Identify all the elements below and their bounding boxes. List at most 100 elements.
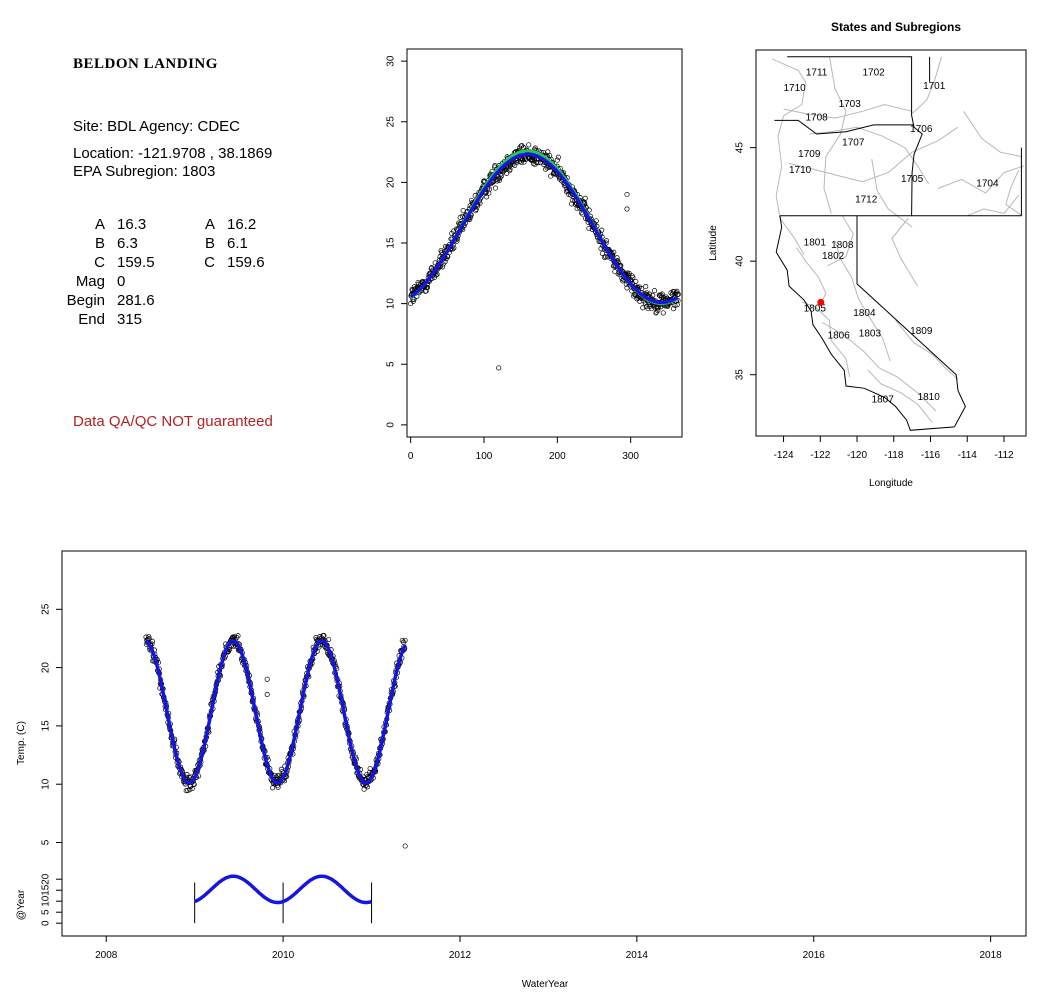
- data-point: [146, 636, 152, 642]
- data-point: [367, 765, 373, 772]
- location-line: Location: -121.9708 , 38.1869: [73, 145, 273, 162]
- data-point: [231, 634, 237, 640]
- data-points: [408, 142, 681, 371]
- y-tick-label: 25: [386, 116, 397, 128]
- data-point: [574, 205, 580, 212]
- y-tick-label: 15: [386, 237, 397, 249]
- param-value-1: 0: [117, 273, 126, 290]
- param-label: Mag: [75, 273, 105, 290]
- data-point: [423, 288, 429, 294]
- data-point: [674, 288, 680, 294]
- region-label: 1704: [976, 179, 999, 190]
- data-point: [235, 633, 241, 639]
- data-point: [586, 207, 592, 213]
- region-label: 1810: [918, 392, 941, 403]
- data-point: [602, 254, 608, 260]
- data-point: [514, 160, 520, 166]
- subregion-boundary: [772, 58, 807, 255]
- param-label-2: C: [204, 254, 215, 271]
- y-tick-label: 25: [41, 603, 52, 615]
- x-tick-label: 2008: [95, 950, 118, 961]
- data-point: [146, 634, 152, 640]
- data-point: [187, 787, 193, 793]
- param-value-1: 315: [117, 311, 143, 328]
- param-label-2: A: [204, 216, 215, 233]
- subregion-boundary: [967, 194, 1020, 217]
- region-label: 1705: [901, 174, 924, 185]
- y-tick-label: 40: [735, 255, 746, 267]
- site-title: BELDON LANDING: [73, 56, 218, 72]
- param-label: B: [94, 235, 105, 252]
- data-point: [554, 157, 560, 163]
- param-value-2: 6.1: [227, 235, 248, 252]
- outlier-point: [624, 206, 630, 212]
- map-title: States and Subregions: [831, 20, 961, 34]
- param-value-1: 16.3: [117, 216, 147, 233]
- region-label: 1808: [831, 240, 854, 251]
- x-axis-label: Longitude: [869, 478, 913, 489]
- data-point: [364, 784, 370, 790]
- param-value-2: 16.2: [227, 216, 257, 233]
- data-point: [526, 142, 532, 148]
- y-tick-label: 20: [41, 873, 52, 885]
- data-points: [143, 633, 408, 849]
- state-boundary: [856, 215, 966, 428]
- outlier-point: [264, 691, 270, 697]
- subregion-boundary: [867, 369, 933, 423]
- fit-line-blue: [145, 639, 407, 785]
- data-point: [424, 284, 431, 291]
- region-label: 1710: [783, 83, 806, 94]
- data-point: [675, 291, 681, 297]
- subregion-boundaries: [772, 56, 1025, 423]
- data-point: [486, 186, 493, 192]
- y-tick-label: 5: [41, 909, 52, 915]
- data-point: [663, 294, 669, 300]
- y-tick-label: 20: [386, 176, 397, 188]
- region-label: 1708: [805, 113, 828, 124]
- data-point: [570, 197, 576, 203]
- y-tick-label: 0: [41, 920, 52, 926]
- x-tick-label: -112: [994, 450, 1014, 461]
- data-point: [402, 637, 408, 643]
- region-label: 1806: [828, 331, 851, 342]
- region-label: 1801: [804, 238, 827, 249]
- param-value-1: 281.6: [117, 292, 155, 309]
- data-point: [655, 308, 661, 314]
- data-point: [630, 274, 636, 281]
- data-point: [660, 310, 666, 316]
- data-point: [429, 265, 435, 271]
- subregion-boundary: [823, 56, 847, 214]
- region-label: 1707: [842, 138, 865, 149]
- y-tick-label: 15: [41, 720, 52, 732]
- subregion-boundary: [937, 165, 1025, 194]
- data-point: [496, 177, 502, 183]
- y-axis-label: Latitude: [708, 225, 719, 261]
- x-tick-label: -124: [774, 450, 794, 461]
- region-label: 1703: [839, 99, 862, 110]
- data-point: [650, 292, 656, 298]
- y-tick-label: 45: [735, 142, 746, 154]
- site-marker: [817, 298, 825, 306]
- state-boundary: [775, 251, 955, 431]
- state-boundary: [775, 215, 783, 253]
- data-point: [186, 774, 192, 780]
- data-point: [671, 306, 677, 312]
- subregion-boundary: [891, 217, 919, 287]
- x-tick-label: 200: [549, 451, 566, 462]
- y-tick-label: 10: [41, 778, 52, 790]
- region-label: 1706: [910, 124, 933, 135]
- x-tick-label: -116: [921, 450, 941, 461]
- data-point: [644, 290, 650, 296]
- y-tick-label: 5: [41, 839, 52, 845]
- data-point: [555, 154, 561, 160]
- data-point: [451, 245, 457, 251]
- data-point: [504, 170, 510, 176]
- data-point: [640, 305, 646, 311]
- map-frame: [755, 49, 1027, 437]
- y-tick-label: 10: [41, 895, 52, 907]
- y-tick-label: 35: [735, 369, 746, 381]
- data-point: [518, 159, 524, 165]
- x-tick-label: 2018: [979, 950, 1002, 961]
- param-label: A: [94, 216, 105, 233]
- data-point: [639, 286, 645, 292]
